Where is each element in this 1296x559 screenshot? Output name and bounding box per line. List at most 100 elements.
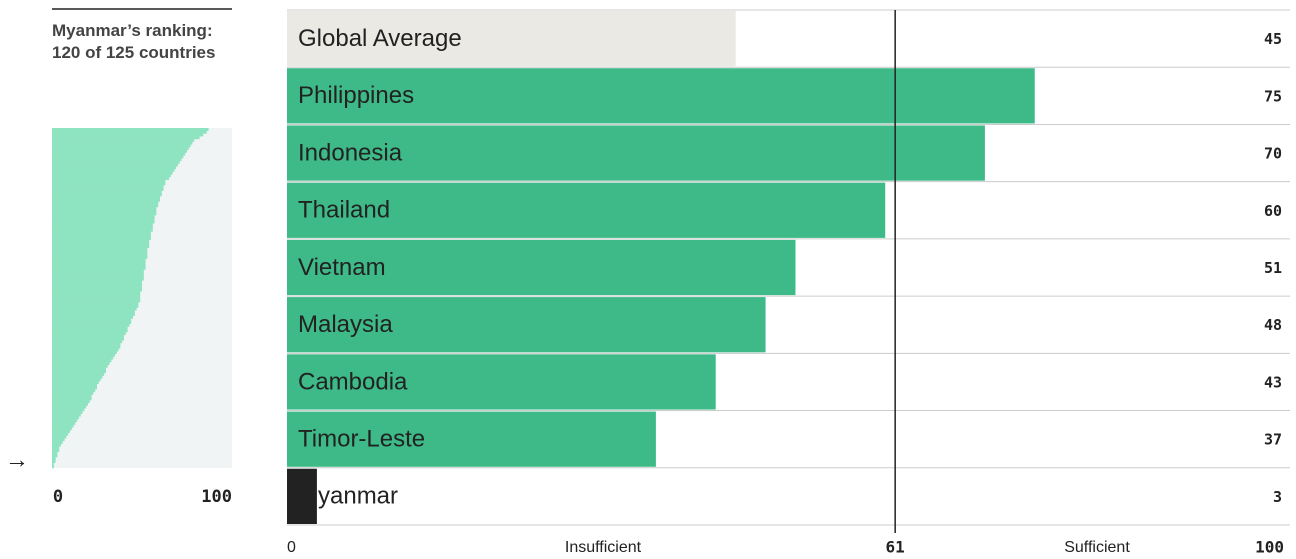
- distribution-bar: [52, 364, 108, 368]
- distribution-bar: [52, 215, 155, 219]
- distribution-bar: [52, 138, 195, 142]
- distribution-bar: [52, 174, 171, 178]
- distribution-bar: [52, 424, 74, 428]
- distribution-bar: [52, 187, 164, 191]
- distribution-bar: [52, 465, 54, 469]
- distribution-bar: [52, 280, 142, 284]
- distribution-bar: [52, 351, 117, 355]
- distribution-bar: [52, 128, 209, 132]
- distribution-bar: [52, 427, 72, 431]
- distribution-bar: [52, 383, 97, 387]
- distribution-bar: [52, 378, 101, 382]
- distribution-bar: [52, 266, 146, 270]
- distribution-bar: [52, 397, 92, 401]
- distribution-bar: [52, 435, 67, 439]
- category-label: Malaysia: [298, 311, 393, 338]
- distribution-bar: [52, 310, 135, 314]
- distribution-bar: [52, 136, 200, 140]
- distribution-bar: [52, 225, 153, 229]
- distribution-bar: [52, 370, 106, 374]
- distribution-bar: [52, 133, 204, 137]
- distribution-bar: [52, 261, 146, 265]
- distribution-bar: [52, 302, 139, 306]
- distribution-bar: [52, 438, 65, 442]
- x-tick-label: 100: [201, 487, 232, 507]
- distribution-bar: [52, 315, 133, 319]
- distribution-bar: [52, 185, 164, 189]
- distribution-bar: [52, 386, 97, 390]
- distribution-bar: [52, 144, 191, 148]
- distribution-bar: [52, 429, 70, 433]
- value-label: 51: [1264, 259, 1282, 277]
- bar: [287, 411, 656, 467]
- distribution-bar: [52, 291, 141, 295]
- category-label: Indonesia: [298, 139, 403, 166]
- distribution-bar: [52, 334, 124, 338]
- distribution-bar: [52, 375, 103, 379]
- distribution-bar: [52, 443, 61, 447]
- distribution-bar: [52, 353, 115, 357]
- distribution-bar: [52, 277, 144, 281]
- distribution-bar: [52, 182, 166, 186]
- category-label: Timor-Leste: [298, 426, 425, 453]
- distribution-bar: [52, 419, 78, 423]
- value-label: 48: [1264, 316, 1282, 334]
- distribution-bar: [52, 288, 142, 292]
- distribution-bar: [52, 152, 186, 156]
- distribution-bar: [52, 372, 105, 376]
- distribution-bar: [52, 342, 121, 346]
- distribution-bar: [52, 296, 141, 300]
- value-label: 70: [1264, 145, 1282, 163]
- distribution-bar: [52, 201, 159, 205]
- bar: [287, 11, 736, 67]
- distribution-bar: [52, 149, 187, 153]
- distribution-bar: [52, 234, 151, 238]
- category-label: Philippines: [298, 82, 414, 109]
- category-label: Myanmar: [298, 483, 398, 510]
- distribution-bar: [52, 179, 166, 183]
- distribution-bar: [52, 416, 79, 420]
- distribution-bar: [52, 345, 121, 349]
- distribution-bar: [52, 413, 81, 417]
- distribution-bar: [52, 405, 87, 409]
- value-label: 3: [1273, 488, 1282, 506]
- distribution-bar: [52, 389, 96, 393]
- distribution-bar: [52, 462, 54, 466]
- bar: [287, 125, 985, 181]
- distribution-bar: [52, 457, 56, 461]
- annotation: Sufficient: [1064, 539, 1130, 556]
- distribution-bar: [52, 198, 160, 202]
- distribution-bar: [52, 318, 132, 322]
- distribution-bar: [52, 258, 146, 262]
- distribution-bar: [52, 432, 69, 436]
- distribution-bar: [52, 326, 128, 330]
- distribution-bar: [52, 421, 76, 425]
- distribution-bar: [52, 402, 88, 406]
- distribution-bar: [52, 408, 85, 412]
- distribution-bar: [52, 204, 159, 208]
- distribution-bar: [52, 332, 126, 336]
- distribution-bar: [52, 359, 112, 363]
- distribution-bar: [52, 217, 155, 221]
- distribution-bar: [52, 459, 56, 463]
- distribution-bar: [52, 451, 58, 455]
- distribution-bar: [52, 239, 150, 243]
- annotation: Insufficient: [565, 539, 642, 556]
- arrow: →: [5, 446, 29, 473]
- distribution-bar: [52, 410, 83, 414]
- distribution-bar: [52, 223, 153, 227]
- distribution-bar: [52, 312, 135, 316]
- distribution-bar: [52, 321, 132, 325]
- category-label: Global Average: [298, 25, 462, 52]
- distribution-bar: [52, 253, 148, 257]
- distribution-bar: [52, 168, 175, 172]
- distribution-bar: [52, 304, 139, 308]
- distribution-bar: [52, 340, 123, 344]
- x-tick-label: 0: [53, 487, 63, 507]
- distribution-bar: [52, 171, 173, 175]
- distribution-bar: [52, 380, 99, 384]
- distribution-bar: [52, 329, 128, 333]
- distribution-bar: [52, 190, 162, 194]
